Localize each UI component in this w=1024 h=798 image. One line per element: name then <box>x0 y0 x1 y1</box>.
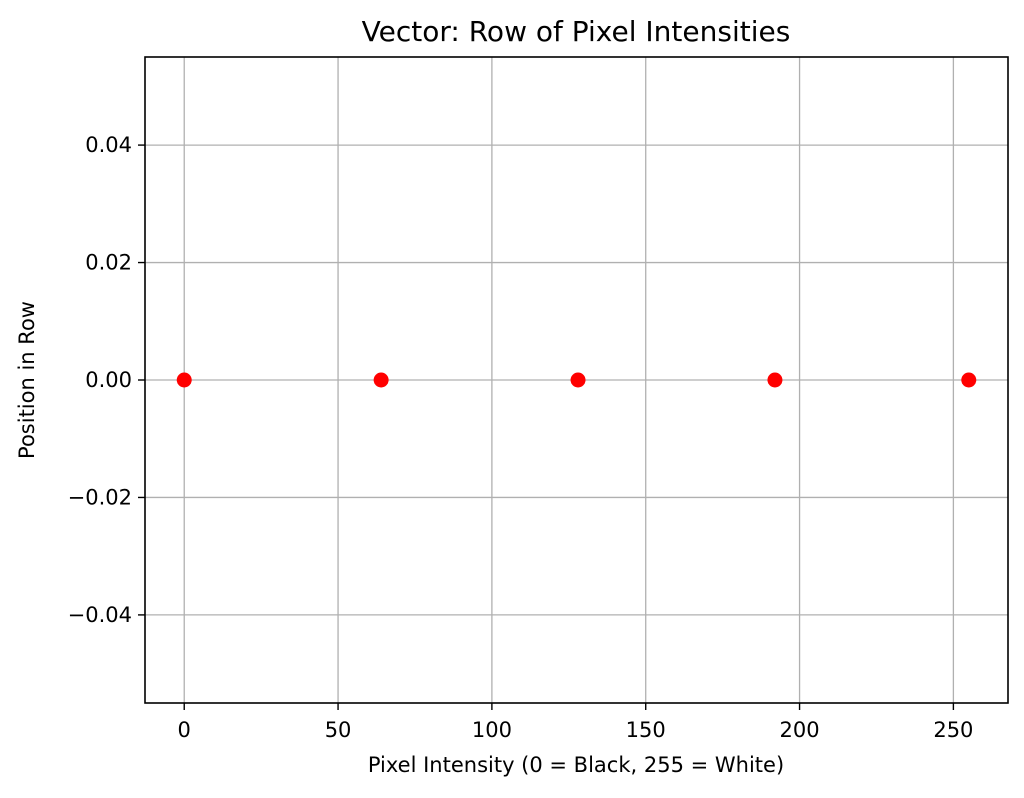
y-axis-ticks: 0.04 0.02 0.00 −0.02 −0.04 <box>68 133 145 627</box>
x-axis-label: Pixel Intensity (0 = Black, 255 = White) <box>368 753 784 777</box>
y-axis-label: Position in Row <box>15 301 39 459</box>
x-tick-label: 50 <box>325 718 352 742</box>
y-tick-label: 0.04 <box>85 133 132 157</box>
y-tick-label: −0.04 <box>68 603 132 627</box>
data-point <box>961 372 977 388</box>
x-axis-ticks: 0 50 100 150 200 250 <box>178 703 973 742</box>
data-point <box>373 372 389 388</box>
chart-title: Vector: Row of Pixel Intensities <box>362 15 791 48</box>
y-tick-label: −0.02 <box>68 485 132 509</box>
y-tick-label: 0.00 <box>85 368 132 392</box>
data-points <box>176 372 977 388</box>
data-point <box>767 372 783 388</box>
x-tick-label: 200 <box>780 718 820 742</box>
x-tick-label: 0 <box>178 718 191 742</box>
data-point <box>570 372 586 388</box>
x-tick-label: 150 <box>626 718 666 742</box>
x-tick-label: 250 <box>933 718 973 742</box>
y-tick-label: 0.02 <box>85 251 132 275</box>
data-point <box>176 372 192 388</box>
x-tick-label: 100 <box>472 718 512 742</box>
